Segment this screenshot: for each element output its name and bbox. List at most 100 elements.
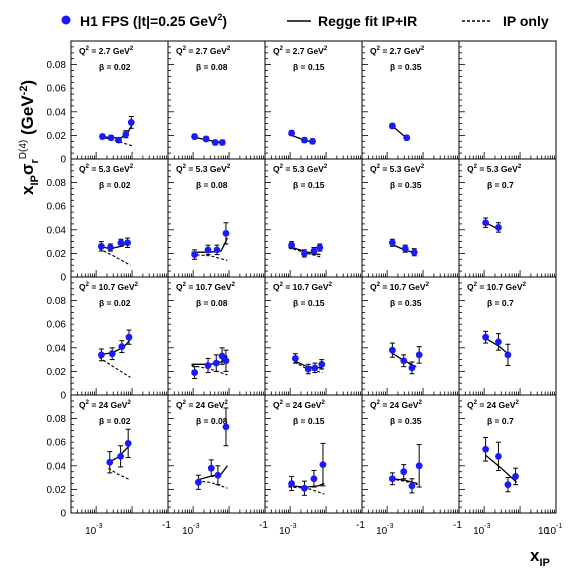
beta-label: β = 0.35 (390, 180, 422, 190)
y-tick-label: 0.02 (47, 249, 67, 260)
panel: Q2 = 10.7 GeV2 β = 0.7 (458, 276, 557, 396)
data-point (107, 134, 115, 142)
data-point (318, 360, 326, 368)
ip-only-line (288, 246, 321, 258)
panel: Q2 = 24 GeV2 β = 0.35 (361, 394, 460, 514)
data-point (204, 362, 212, 369)
data-point (191, 251, 199, 258)
data-point (288, 480, 296, 487)
beta-label: β = 0.08 (196, 298, 228, 308)
legend-data-marker (61, 15, 71, 25)
data-point (213, 246, 221, 254)
y-tick-label: 0.02 (47, 367, 67, 378)
data-point (495, 224, 502, 231)
data-point (207, 464, 215, 472)
x-tick-label: -1 (162, 520, 171, 531)
q2-label: Q2 = 10.7 GeV2 (467, 282, 527, 292)
panel: Q2 = 5.3 GeV2 β = 0.35 (361, 158, 460, 278)
panel-frame (458, 276, 557, 396)
panel: Q2 = 5.3 GeV2 β = 0.7 (458, 158, 557, 278)
data-point (512, 473, 519, 480)
data-point (218, 352, 226, 360)
data-point (127, 119, 135, 126)
data-point (291, 355, 299, 362)
data-point (202, 135, 210, 143)
q2-label: Q2 = 24 GeV2 (273, 400, 325, 410)
data-point (504, 481, 512, 489)
panel (458, 40, 557, 160)
panel-frame (264, 394, 363, 514)
data-point (316, 244, 324, 251)
y-tick-label: 0.06 (47, 320, 67, 331)
beta-label: β = 0.35 (390, 62, 422, 72)
data-point (408, 482, 416, 490)
panel: Q2 = 24 GeV2 β = 0.02 (70, 394, 169, 514)
panel: Q2 = 24 GeV2 β = 0.7 (458, 394, 557, 514)
data-point (400, 468, 408, 476)
beta-label: β = 0.02 (99, 298, 131, 308)
beta-label: β = 0.08 (196, 62, 228, 72)
panel-grid: Q2 = 2.7 GeV2 β = 0.02 Q2 = 2.7 GeV2 β = 0.… (47, 40, 562, 537)
panel: Q2 = 10.7 GeV2 β = 0.35 (361, 276, 460, 396)
beta-label: β = 0.7 (487, 416, 514, 426)
ip-only-line (191, 364, 228, 376)
panel: Q2 = 2.7 GeV2 β = 0.15 (264, 40, 363, 160)
y-tick-label: 0.06 (47, 84, 67, 95)
x-tick-label: 10-3 (182, 523, 199, 537)
data-point (410, 248, 418, 256)
data-point (415, 462, 423, 470)
q2-label: Q2 = 5.3 GeV2 (79, 164, 134, 174)
panel-frame (361, 276, 460, 396)
data-point (115, 136, 122, 144)
q2-label: Q2 = 10.7 GeV2 (176, 282, 236, 292)
data-point (408, 364, 416, 372)
panel: Q2 = 24 GeV2 β = 0.08 (167, 394, 266, 514)
data-point (495, 338, 502, 346)
panel-frame (361, 40, 460, 160)
panel: Q2 = 10.7 GeV2 β = 0.02 (70, 276, 169, 396)
data-point (117, 239, 125, 247)
data-point (211, 139, 219, 146)
data-point (482, 333, 490, 341)
data-point (117, 452, 125, 460)
y-tick-label: 0.06 (47, 202, 67, 213)
regge-fit-line (485, 454, 518, 483)
data-point (125, 333, 133, 341)
x-tick-label: 10-3 (279, 523, 296, 537)
x-tick-label: 10 (538, 526, 550, 537)
data-point (388, 239, 396, 247)
ip-only-line (288, 486, 325, 495)
q2-label: Q2 = 10.7 GeV2 (370, 282, 430, 292)
panel: Q2 = 2.7 GeV2 β = 0.08 (167, 40, 266, 160)
y-tick-label: 0.02 (47, 485, 67, 496)
data-point (301, 136, 308, 144)
y-tick-label: 0.08 (47, 178, 67, 189)
data-point (301, 484, 308, 492)
data-point (301, 250, 308, 257)
y-tick-label: 0.02 (47, 131, 67, 142)
x-tick-label: 10-3 (473, 523, 490, 537)
q2-label: Q2 = 5.3 GeV2 (370, 164, 425, 174)
beta-label: β = 0.7 (487, 180, 514, 190)
data-point (222, 229, 230, 237)
y-tick-label: 0 (60, 391, 66, 402)
beta-label: β = 0.02 (99, 416, 131, 426)
data-point (222, 357, 230, 365)
data-point (319, 461, 327, 469)
q2-label: Q2 = 5.3 GeV2 (176, 164, 231, 174)
data-point (495, 452, 502, 460)
x-tick-label: -1 (259, 520, 268, 531)
data-point (309, 137, 316, 145)
q2-label: Q2 = 24 GeV2 (467, 400, 519, 410)
beta-label: β = 0.02 (99, 180, 131, 190)
y-tick-label: 0.04 (47, 107, 67, 118)
legend-fit-label: Regge fit IP+IR (318, 13, 417, 29)
beta-label: β = 0.15 (293, 298, 325, 308)
data-point (482, 219, 490, 227)
data-point (388, 346, 396, 354)
panel: Q2 = 10.7 GeV2 β = 0.15 (264, 276, 363, 396)
panel: Q2 = 10.7 GeV2 β = 0.08 (167, 276, 266, 396)
y-axis-title: xIPσrD(4) (GeV-2) (18, 80, 41, 195)
q2-label: Q2 = 5.3 GeV2 (467, 164, 522, 174)
panel-frame (70, 158, 169, 278)
